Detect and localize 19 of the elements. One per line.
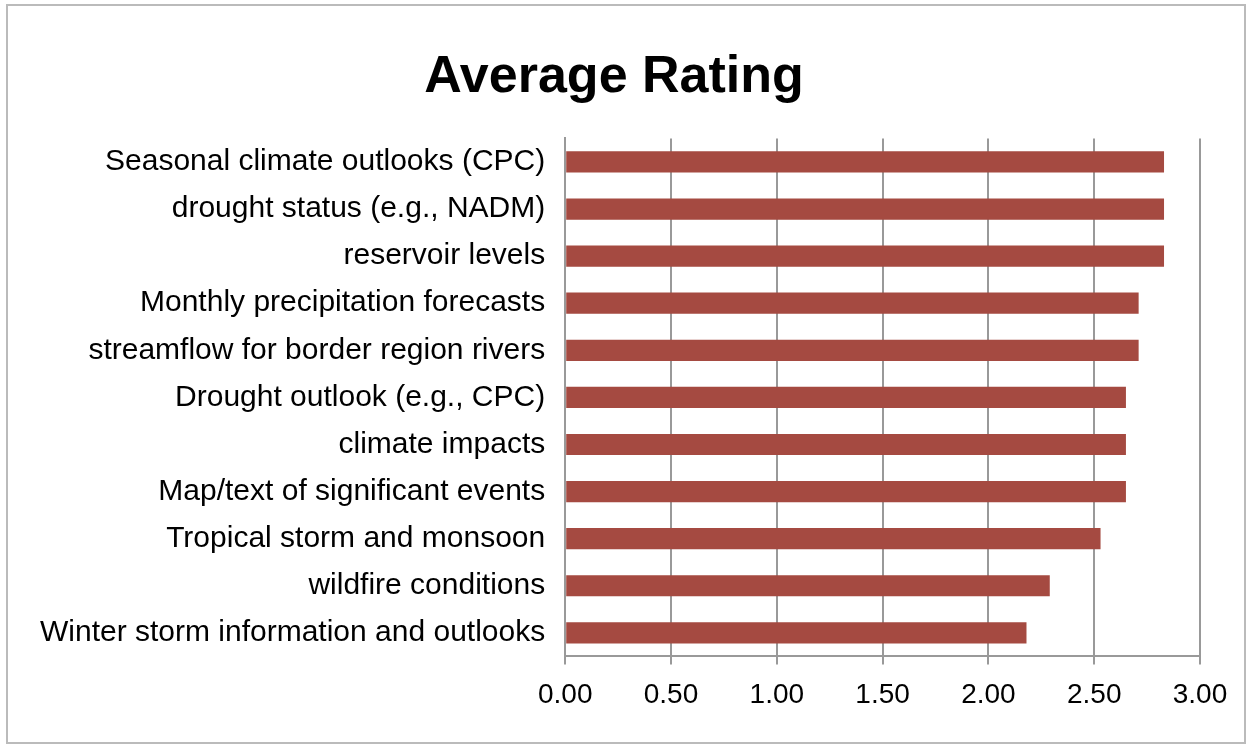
x-tick-label: 2.50 [1066,677,1122,709]
x-tick-label: 0.50 [643,677,699,709]
chart-title: Average Rating [424,44,804,103]
x-tick-label: 0.00 [537,677,593,709]
y-tick-label: wildfire conditions [307,567,546,601]
y-tick-label: Monthly precipitation forecasts [140,284,546,318]
y-tick-label: Drought outlook (e.g., CPC) [175,378,546,412]
x-tick-label: 3.00 [1172,677,1228,709]
y-tick-label: Winter storm information and outlooks [39,614,546,648]
x-tick-label: 1.00 [749,677,805,709]
y-tick-label: streamflow for border region rivers [88,331,546,365]
y-tick-label: drought status (e.g., NADM) [171,190,546,224]
y-tick-label: Tropical storm and monsoon [166,519,546,553]
x-tick-label: 2.00 [961,677,1016,709]
x-tick-label: 1.50 [855,677,910,709]
y-tick-label: Map/text of significant events [158,472,546,506]
y-tick-label: Seasonal climate outlooks (CPC) [105,143,546,177]
y-tick-label: reservoir levels [343,237,546,271]
y-tick-label: climate impacts [338,425,546,459]
